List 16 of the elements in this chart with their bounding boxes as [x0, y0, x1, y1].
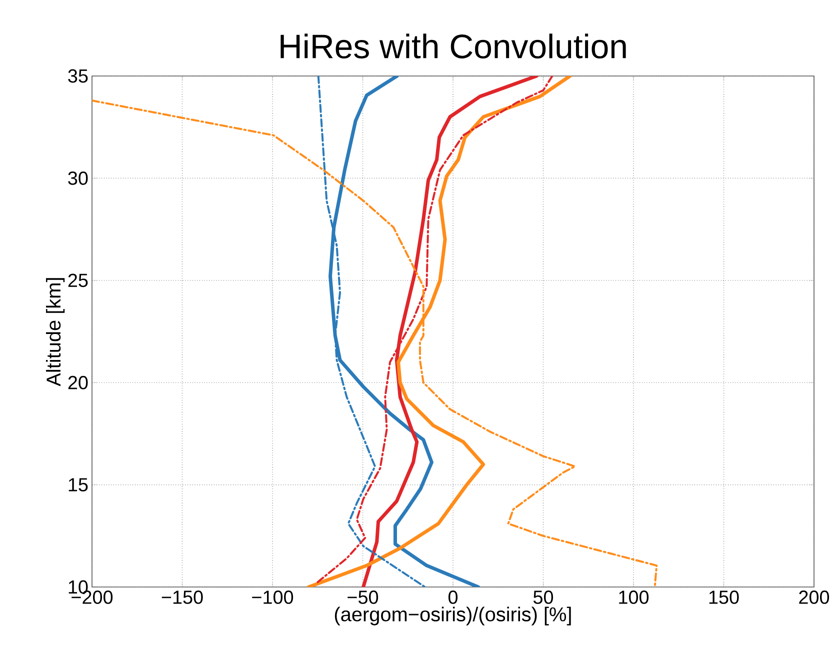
- y-axis-title: Altitude [km]: [46, 278, 65, 386]
- y-tick-label: 15: [68, 478, 88, 492]
- y-tick-label: 25: [68, 274, 88, 288]
- x-tick-label: 0: [448, 590, 458, 604]
- x-tick-label: −100: [252, 590, 294, 604]
- x-tick-label: 150: [709, 590, 739, 604]
- x-tick-label: 100: [619, 590, 649, 604]
- y-tick-label: 20: [68, 376, 88, 390]
- y-tick-label: 30: [68, 171, 88, 185]
- y-tick-label: 35: [68, 69, 88, 83]
- x-axis-title: (aergom−osiris)/(osiris) [%]: [334, 606, 571, 626]
- x-tick-label: 200: [799, 590, 830, 604]
- x-tick-label: −150: [162, 590, 203, 604]
- x-tick-label: −50: [348, 590, 378, 604]
- x-tick-label: 50: [533, 590, 554, 604]
- chart-title: HiRes with Convolution: [280, 34, 626, 58]
